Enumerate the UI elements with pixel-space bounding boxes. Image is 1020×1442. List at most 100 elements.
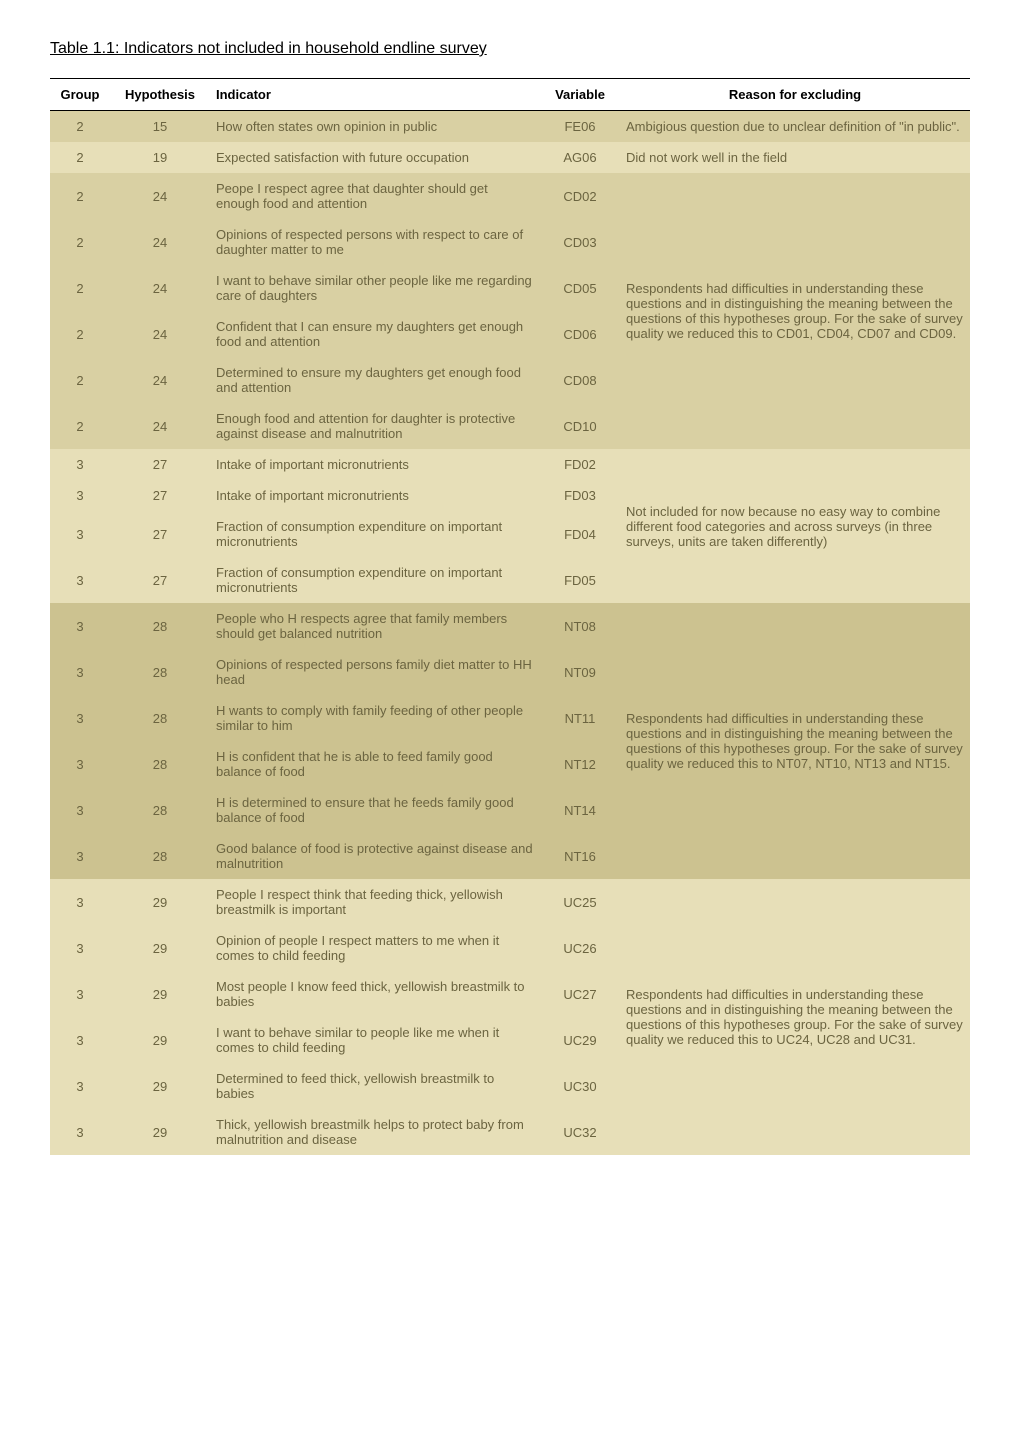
cell-indicator: Thick, yellowish breastmilk helps to pro… bbox=[210, 1109, 540, 1155]
col-header-variable: Variable bbox=[540, 79, 620, 111]
cell-variable: FD03 bbox=[540, 480, 620, 511]
cell-reason: Not included for now because no easy way… bbox=[620, 449, 970, 603]
cell-variable: UC32 bbox=[540, 1109, 620, 1155]
cell-group: 2 bbox=[50, 403, 110, 449]
cell-group: 3 bbox=[50, 787, 110, 833]
cell-variable: CD10 bbox=[540, 403, 620, 449]
cell-variable: CD05 bbox=[540, 265, 620, 311]
cell-reason: Ambigious question due to unclear defini… bbox=[620, 111, 970, 143]
cell-variable: CD03 bbox=[540, 219, 620, 265]
cell-group: 3 bbox=[50, 649, 110, 695]
cell-variable: FD02 bbox=[540, 449, 620, 480]
cell-variable: NT09 bbox=[540, 649, 620, 695]
cell-group: 3 bbox=[50, 1017, 110, 1063]
cell-indicator: H is confident that he is able to feed f… bbox=[210, 741, 540, 787]
cell-hypothesis: 24 bbox=[110, 403, 210, 449]
col-header-hypothesis: Hypothesis bbox=[110, 79, 210, 111]
cell-variable: CD06 bbox=[540, 311, 620, 357]
cell-indicator: Expected satisfaction with future occupa… bbox=[210, 142, 540, 173]
cell-hypothesis: 29 bbox=[110, 925, 210, 971]
cell-hypothesis: 29 bbox=[110, 879, 210, 925]
cell-hypothesis: 24 bbox=[110, 357, 210, 403]
cell-variable: UC26 bbox=[540, 925, 620, 971]
cell-indicator: Opinions of respected persons family die… bbox=[210, 649, 540, 695]
table-title: Table 1.1: Indicators not included in ho… bbox=[50, 40, 970, 58]
cell-reason: Did not work well in the field bbox=[620, 142, 970, 173]
cell-hypothesis: 28 bbox=[110, 787, 210, 833]
cell-variable: NT14 bbox=[540, 787, 620, 833]
col-header-group: Group bbox=[50, 79, 110, 111]
cell-hypothesis: 24 bbox=[110, 311, 210, 357]
cell-variable: NT12 bbox=[540, 741, 620, 787]
cell-variable: CD02 bbox=[540, 173, 620, 219]
cell-variable: CD08 bbox=[540, 357, 620, 403]
table-body: 215How often states own opinion in publi… bbox=[50, 111, 970, 1156]
cell-hypothesis: 28 bbox=[110, 603, 210, 649]
cell-indicator: Confident that I can ensure my daughters… bbox=[210, 311, 540, 357]
cell-group: 2 bbox=[50, 311, 110, 357]
cell-indicator: H wants to comply with family feeding of… bbox=[210, 695, 540, 741]
cell-group: 3 bbox=[50, 741, 110, 787]
cell-group: 3 bbox=[50, 449, 110, 480]
cell-hypothesis: 24 bbox=[110, 173, 210, 219]
cell-variable: FD04 bbox=[540, 511, 620, 557]
cell-group: 3 bbox=[50, 833, 110, 879]
cell-variable: AG06 bbox=[540, 142, 620, 173]
cell-reason: Respondents had difficulties in understa… bbox=[620, 603, 970, 879]
cell-indicator: People I respect think that feeding thic… bbox=[210, 879, 540, 925]
table-row: 329People I respect think that feeding t… bbox=[50, 879, 970, 925]
cell-hypothesis: 19 bbox=[110, 142, 210, 173]
cell-variable: UC25 bbox=[540, 879, 620, 925]
table-row: 328People who H respects agree that fami… bbox=[50, 603, 970, 649]
cell-reason: Respondents had difficulties in understa… bbox=[620, 173, 970, 449]
cell-group: 2 bbox=[50, 142, 110, 173]
cell-indicator: How often states own opinion in public bbox=[210, 111, 540, 143]
cell-group: 2 bbox=[50, 357, 110, 403]
cell-indicator: Most people I know feed thick, yellowish… bbox=[210, 971, 540, 1017]
cell-indicator: Good balance of food is protective again… bbox=[210, 833, 540, 879]
cell-hypothesis: 27 bbox=[110, 480, 210, 511]
cell-indicator: H is determined to ensure that he feeds … bbox=[210, 787, 540, 833]
cell-variable: UC27 bbox=[540, 971, 620, 1017]
cell-hypothesis: 27 bbox=[110, 511, 210, 557]
cell-group: 3 bbox=[50, 480, 110, 511]
table-row: 327Intake of important micronutrientsFD0… bbox=[50, 449, 970, 480]
cell-group: 2 bbox=[50, 111, 110, 143]
table-row: 219Expected satisfaction with future occ… bbox=[50, 142, 970, 173]
cell-reason: Respondents had difficulties in understa… bbox=[620, 879, 970, 1155]
cell-variable: FD05 bbox=[540, 557, 620, 603]
cell-indicator: Opinion of people I respect matters to m… bbox=[210, 925, 540, 971]
table-row: 215How often states own opinion in publi… bbox=[50, 111, 970, 143]
table-row: 224Peope I respect agree that daughter s… bbox=[50, 173, 970, 219]
cell-variable: UC30 bbox=[540, 1063, 620, 1109]
cell-group: 3 bbox=[50, 971, 110, 1017]
cell-indicator: Fraction of consumption expenditure on i… bbox=[210, 511, 540, 557]
cell-hypothesis: 29 bbox=[110, 1063, 210, 1109]
col-header-indicator: Indicator bbox=[210, 79, 540, 111]
table-header-row: Group Hypothesis Indicator Variable Reas… bbox=[50, 79, 970, 111]
cell-hypothesis: 28 bbox=[110, 695, 210, 741]
cell-hypothesis: 27 bbox=[110, 449, 210, 480]
cell-indicator: Determined to ensure my daughters get en… bbox=[210, 357, 540, 403]
cell-group: 3 bbox=[50, 603, 110, 649]
cell-variable: UC29 bbox=[540, 1017, 620, 1063]
cell-hypothesis: 28 bbox=[110, 649, 210, 695]
cell-hypothesis: 28 bbox=[110, 741, 210, 787]
cell-variable: NT16 bbox=[540, 833, 620, 879]
cell-hypothesis: 24 bbox=[110, 265, 210, 311]
cell-indicator: I want to behave similar to people like … bbox=[210, 1017, 540, 1063]
cell-group: 3 bbox=[50, 1063, 110, 1109]
cell-indicator: Enough food and attention for daughter i… bbox=[210, 403, 540, 449]
cell-group: 2 bbox=[50, 265, 110, 311]
indicators-table: Group Hypothesis Indicator Variable Reas… bbox=[50, 78, 970, 1155]
cell-indicator: Opinions of respected persons with respe… bbox=[210, 219, 540, 265]
cell-indicator: Intake of important micronutrients bbox=[210, 480, 540, 511]
cell-group: 2 bbox=[50, 173, 110, 219]
cell-hypothesis: 24 bbox=[110, 219, 210, 265]
cell-group: 3 bbox=[50, 557, 110, 603]
cell-indicator: People who H respects agree that family … bbox=[210, 603, 540, 649]
col-header-reason: Reason for excluding bbox=[620, 79, 970, 111]
cell-indicator: Peope I respect agree that daughter shou… bbox=[210, 173, 540, 219]
cell-indicator: I want to behave similar other people li… bbox=[210, 265, 540, 311]
cell-indicator: Intake of important micronutrients bbox=[210, 449, 540, 480]
